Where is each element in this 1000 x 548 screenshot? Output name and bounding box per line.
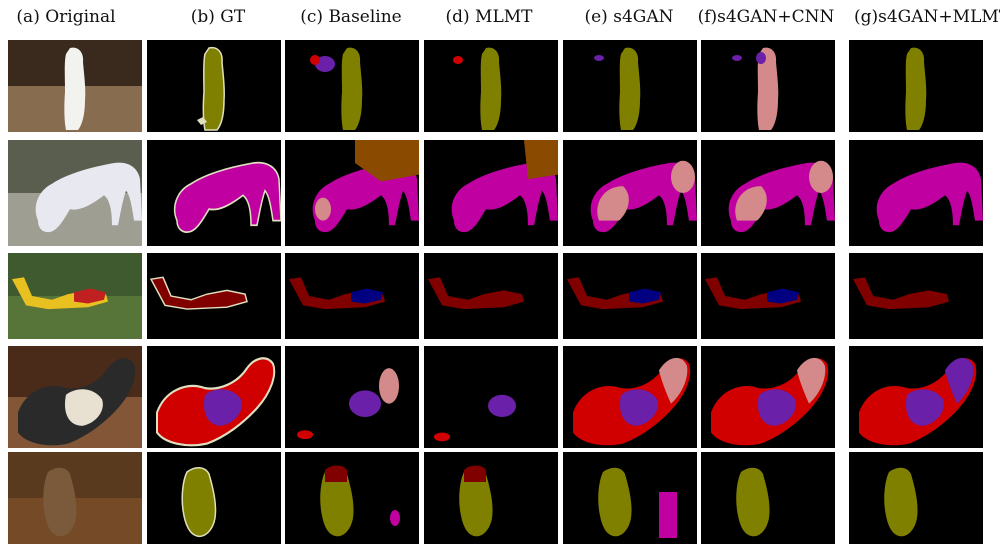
original-image-dog-on-chair [8, 346, 142, 448]
segmentation-mask-dog-on-chair [849, 346, 983, 448]
mask-svg [173, 161, 281, 234]
segmentation-mask-horse [563, 140, 697, 246]
mask-svg [705, 277, 801, 310]
mask-svg [310, 47, 363, 130]
segmentation-mask-owl [147, 452, 281, 544]
segmentation-mask-owl [849, 452, 983, 544]
segmentation-mask-horse [701, 140, 835, 246]
mask-svg [434, 394, 516, 442]
column-header: (f)s4GAN+CNN [697, 7, 835, 27]
mask-svg [876, 162, 983, 233]
segmentation-mask-dog-on-chair [701, 346, 835, 448]
segmentation-mask-dog-on-chair [147, 346, 281, 448]
column-header: (d) MLMT [445, 7, 533, 27]
mask-svg [320, 465, 400, 537]
mask-svg [590, 160, 697, 233]
mask-svg [312, 140, 419, 233]
segmentation-mask-cockatoo [701, 40, 835, 132]
mask-svg [567, 277, 663, 310]
segmentation-mask-owl [424, 452, 558, 544]
segmentation-mask-cockatoo [424, 40, 558, 132]
segmentation-mask-owl [563, 452, 697, 544]
mask-svg [8, 452, 142, 544]
segmentation-mask-airplane [424, 253, 558, 339]
mask-svg [573, 357, 691, 446]
segmentation-mask-dog-on-chair [424, 346, 558, 448]
segmentation-mask-airplane [849, 253, 983, 339]
segmentation-mask-airplane [563, 253, 697, 339]
mask-svg [728, 160, 835, 233]
column-header: (e) s4GAN [584, 7, 674, 27]
mask-svg [8, 253, 142, 339]
mask-svg [149, 276, 248, 310]
mask-svg [8, 40, 142, 132]
segmentation-mask-cockatoo [285, 40, 419, 132]
column-header: (g)s4GAN+MLMT [854, 7, 1000, 27]
mask-svg [711, 357, 829, 446]
mask-svg [8, 346, 142, 448]
mask-svg [905, 47, 927, 130]
mask-svg [459, 465, 493, 537]
original-image-airplane [8, 253, 142, 339]
segmentation-mask-owl [285, 452, 419, 544]
segmentation-mask-owl [701, 452, 835, 544]
mask-svg [8, 140, 142, 246]
segmentation-mask-horse [285, 140, 419, 246]
mask-svg [297, 368, 399, 440]
segmentation-mask-airplane [701, 253, 835, 339]
mask-svg [181, 467, 217, 538]
original-image-owl [8, 452, 142, 544]
original-image-horse [8, 140, 142, 246]
mask-svg [859, 357, 977, 446]
segmentation-mask-dog-on-chair [285, 346, 419, 448]
mask-svg [451, 140, 558, 233]
segmentation-mask-airplane [285, 253, 419, 339]
mask-svg [594, 47, 641, 130]
segmentation-mask-cockatoo [849, 40, 983, 132]
segmentation-mask-horse [424, 140, 558, 246]
mask-svg [156, 357, 276, 447]
mask-svg [736, 467, 770, 537]
mask-svg [598, 467, 677, 538]
mask-svg [289, 277, 385, 310]
segmentation-mask-horse [849, 140, 983, 246]
segmentation-mask-dog-on-chair [563, 346, 697, 448]
column-header: (a) Original [16, 7, 116, 27]
segmentation-mask-cockatoo [563, 40, 697, 132]
mask-svg [453, 47, 502, 130]
mask-svg [197, 46, 225, 131]
mask-svg [853, 277, 949, 310]
column-header: (b) GT [190, 7, 246, 27]
segmentation-mask-horse [147, 140, 281, 246]
mask-svg [732, 47, 779, 130]
segmentation-mask-cockatoo [147, 40, 281, 132]
column-header: (c) Baseline [300, 7, 402, 27]
original-image-cockatoo [8, 40, 142, 132]
mask-svg [428, 277, 524, 310]
mask-svg [884, 467, 918, 537]
segmentation-mask-airplane [147, 253, 281, 339]
